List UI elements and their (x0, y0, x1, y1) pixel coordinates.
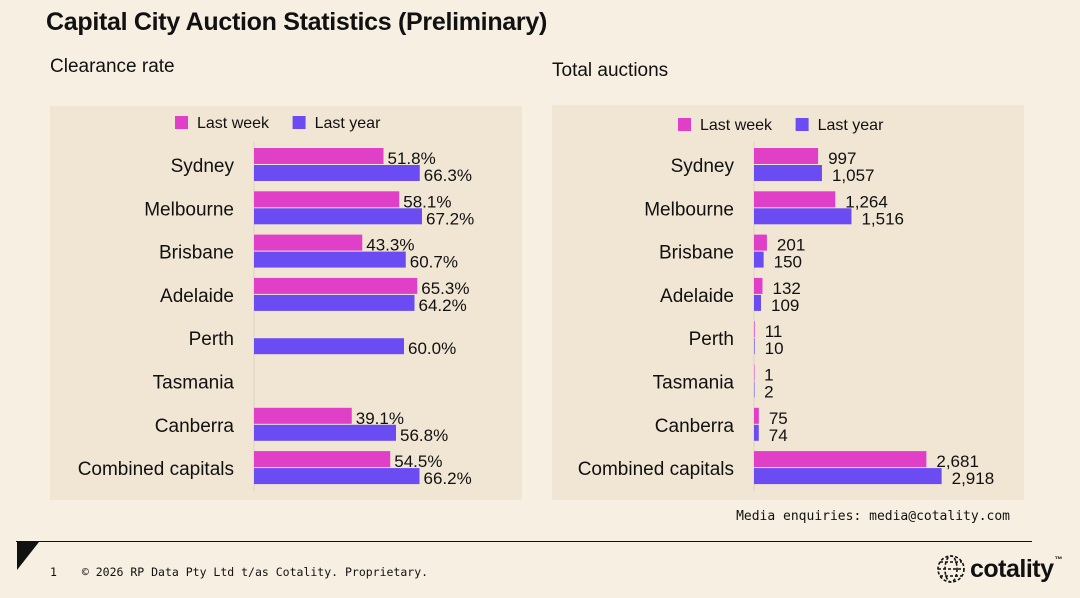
footer-divider (16, 541, 1032, 542)
copyright-text: © 2026 RP Data Pty Ltd t/as Cotality. Pr… (81, 565, 429, 579)
auctions-bar-adelaide-last-week (754, 277, 763, 294)
clearance-category-perth: Perth (189, 329, 234, 350)
clearance-value-canberra-last-week: 39.1% (356, 409, 404, 428)
clearance-bar-sydney-last-week (254, 148, 384, 164)
auctions-value-canberra-last-week: 75 (769, 409, 788, 428)
clearance-category-canberra: Canberra (155, 416, 235, 437)
auctions-bar-tasmania-last-week (754, 364, 755, 381)
auctions-value-melbourne-last-year: 1,516 (861, 209, 904, 228)
auctions-value-brisbane-last-week: 201 (777, 236, 805, 255)
clearance-bar-adelaide-last-year (254, 294, 415, 311)
auctions-bar-sydney-last-year (754, 165, 822, 181)
auctions-value-adelaide-last-year: 109 (771, 296, 799, 315)
corner-triangle-icon (17, 542, 39, 570)
auctions-bar-tasmania-last-year (754, 381, 755, 398)
auctions-value-combined-capitals-last-year: 2,918 (952, 469, 995, 488)
auctions-value-melbourne-last-week: 1,264 (845, 192, 888, 211)
clearance-category-tasmania: Tasmania (153, 373, 235, 394)
clearance-category-adelaide: Adelaide (160, 286, 234, 307)
clearance-category-melbourne: Melbourne (144, 199, 234, 220)
auctions-category-brisbane: Brisbane (659, 243, 734, 264)
auctions-legend-label-last-year: Last year (818, 117, 884, 134)
auctions-bar-brisbane-last-week (754, 234, 767, 251)
clearance-value-combined-capitals-last-week: 54.5% (394, 452, 442, 471)
clearance-rate-panel: Last week Last year Sydney 51.8% 66.3% Melbou… (50, 106, 522, 500)
page-title: Capital City Auction Statistics (Prelimi… (46, 8, 547, 36)
clearance-bar-canberra-last-year (254, 424, 396, 441)
clearance-value-brisbane-last-week: 43.3% (366, 236, 414, 255)
clearance-value-canberra-last-year: 56.8% (400, 426, 448, 445)
clearance-value-sydney-last-week: 51.8% (388, 149, 436, 168)
clearance-legend-label-last-year: Last year (315, 115, 381, 132)
clearance-bar-combined-capitals-last-year (254, 468, 420, 485)
auctions-bar-canberra-last-week (754, 407, 759, 424)
clearance-rate-chart: Last week Last year Sydney 51.8%66.3% Melbou… (78, 115, 474, 492)
auctions-value-perth-last-year: 10 (765, 339, 784, 358)
footer: 1 © 2026 RP Data Pty Ltd t/as Cotality. … (50, 565, 428, 579)
media-enquiries: Media enquiries: media@cotality.com (736, 509, 1010, 524)
clearance-bar-canberra-last-week (254, 407, 352, 424)
auctions-value-sydney-last-year: 1,057 (832, 166, 875, 185)
clearance-bar-melbourne-last-year (254, 208, 422, 225)
auctions-value-perth-last-week: 11 (765, 322, 783, 341)
clearance-value-adelaide-last-year: 64.2% (419, 296, 467, 315)
clearance-value-brisbane-last-year: 60.7% (410, 253, 458, 272)
auctions-bar-perth-last-week (754, 321, 755, 338)
auctions-legend-swatch-last-week (678, 118, 691, 131)
auctions-value-canberra-last-year: 74 (769, 426, 788, 445)
clearance-value-perth-last-year: 60.0% (408, 339, 456, 358)
clearance-rate-heading: Clearance rate (50, 56, 175, 77)
auctions-category-perth: Perth (689, 329, 734, 350)
clearance-value-melbourne-last-year: 67.2% (426, 209, 474, 228)
auctions-bar-melbourne-last-week (754, 191, 836, 208)
auctions-bar-melbourne-last-year (754, 208, 852, 225)
clearance-bar-combined-capitals-last-week (254, 451, 391, 468)
auctions-bar-combined-capitals-last-year (754, 468, 942, 485)
auctions-category-sydney: Sydney (671, 156, 735, 177)
auctions-value-brisbane-last-year: 150 (774, 253, 802, 272)
auctions-category-tasmania: Tasmania (653, 373, 735, 394)
clearance-value-combined-capitals-last-year: 66.2% (424, 469, 472, 488)
clearance-category-brisbane: Brisbane (159, 243, 234, 264)
auctions-legend-swatch-last-year (795, 118, 809, 131)
clearance-bar-sydney-last-year (254, 165, 420, 181)
auctions-value-sydney-last-week: 997 (828, 149, 856, 168)
clearance-value-sydney-last-year: 66.3% (424, 166, 472, 185)
clearance-legend-swatch-last-year (292, 116, 306, 129)
clearance-value-melbourne-last-week: 58.1% (403, 192, 451, 211)
auctions-value-combined-capitals-last-week: 2,681 (936, 452, 979, 471)
clearance-legend-label-last-week: Last week (197, 115, 270, 132)
total-auctions-heading: Total auctions (552, 60, 669, 81)
total-auctions-panel: Last week Last year Sydney 997 1,057 Melbourn… (552, 105, 1024, 500)
auctions-bar-brisbane-last-year (754, 251, 764, 268)
auctions-bar-perth-last-year (754, 338, 755, 355)
clearance-legend-swatch-last-week (175, 116, 188, 129)
cotality-logo: cotality™ (935, 553, 1063, 585)
auctions-category-melbourne: Melbourne (644, 199, 734, 220)
cotality-globe-icon (937, 555, 965, 583)
clearance-bar-adelaide-last-week (254, 277, 418, 294)
clearance-bar-brisbane-last-year (254, 251, 406, 268)
auctions-category-adelaide: Adelaide (660, 286, 734, 307)
auctions-category-combined-capitals: Combined capitals (578, 459, 734, 480)
auctions-bar-canberra-last-year (754, 424, 759, 441)
clearance-bar-melbourne-last-week (254, 191, 400, 208)
auctions-legend-label-last-week: Last week (700, 117, 773, 134)
clearance-bar-brisbane-last-week (254, 234, 363, 251)
clearance-category-combined-capitals: Combined capitals (78, 459, 234, 480)
auctions-value-tasmania-last-year: 2 (764, 383, 773, 402)
auctions-value-adelaide-last-week: 132 (772, 279, 800, 298)
clearance-value-adelaide-last-week: 65.3% (421, 279, 469, 298)
clearance-bar-perth-last-year (254, 338, 404, 355)
auctions-bar-combined-capitals-last-week (754, 451, 927, 468)
auctions-bar-adelaide-last-year (754, 294, 762, 311)
cotality-wordmark: cotality™ (970, 554, 1063, 583)
auctions-category-canberra: Canberra (655, 416, 735, 437)
page-number: 1 (50, 565, 57, 579)
clearance-category-sydney: Sydney (171, 156, 235, 177)
auctions-value-tasmania-last-week: 1 (764, 366, 773, 385)
auctions-bar-sydney-last-week (754, 148, 819, 164)
